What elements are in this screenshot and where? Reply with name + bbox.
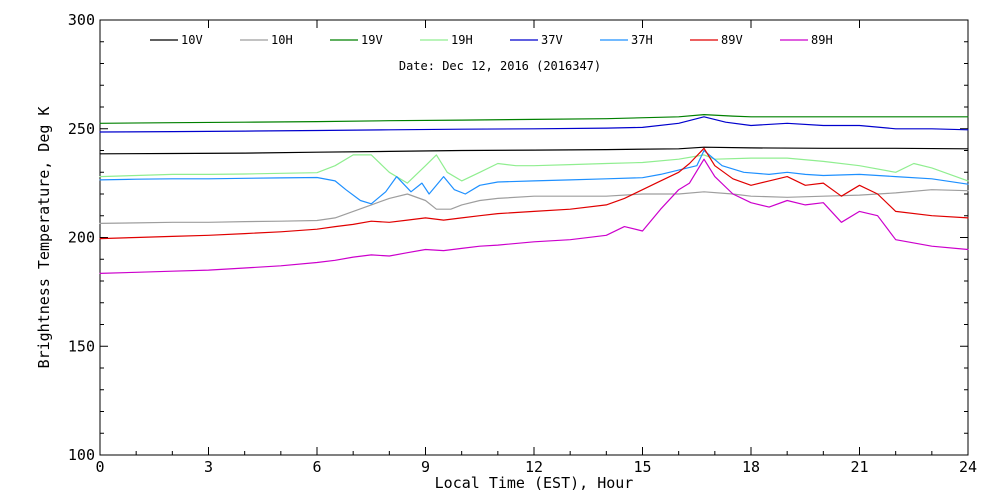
series-lines [99,113,969,274]
series-line-10h [99,189,969,224]
x-tick-label: 21 [850,458,868,476]
y-tick-label: 100 [68,446,95,464]
y-tick-label: 300 [68,11,95,29]
legend-label-37v: 37V [541,33,563,47]
series-line-89v [99,147,969,240]
legend-label-37h: 37H [631,33,653,47]
series-line-37v [99,116,969,133]
y-tick-label: 200 [68,229,95,247]
y-tick-label: 250 [68,120,95,138]
legend-label-89v: 89V [721,33,743,47]
x-tick-label: 24 [959,458,977,476]
x-tick-label: 6 [312,458,321,476]
x-tick-label: 9 [421,458,430,476]
legend-label-89h: 89H [811,33,833,47]
y-axis-title: Brightness Temperature, Deg K [35,107,53,369]
series-line-19v [99,113,969,124]
series-line-89h [99,158,969,274]
y-tick-label: 150 [68,337,95,355]
x-tick-label: 3 [204,458,213,476]
legend-label-10h: 10H [271,33,293,47]
series-line-37h [99,149,969,205]
x-tick-label: 0 [95,458,104,476]
legend: 10V 10H 19V 19H 37V 37H 89V 89H [150,33,833,47]
legend-label-10v: 10V [181,33,203,47]
series-line-19h [99,154,969,184]
axis-ticks: 0 3 6 9 12 15 18 21 24 100 150 200 250 300 [68,11,977,476]
legend-label-19h: 19H [451,33,473,47]
x-tick-label: 15 [633,458,651,476]
x-tick-label: 12 [525,458,543,476]
series-line-10v [99,146,969,155]
x-axis-title: Local Time (EST), Hour [435,474,634,492]
legend-label-19v: 19V [361,33,383,47]
date-annotation: Date: Dec 12, 2016 (2016347) [399,59,601,73]
x-tick-label: 18 [742,458,760,476]
